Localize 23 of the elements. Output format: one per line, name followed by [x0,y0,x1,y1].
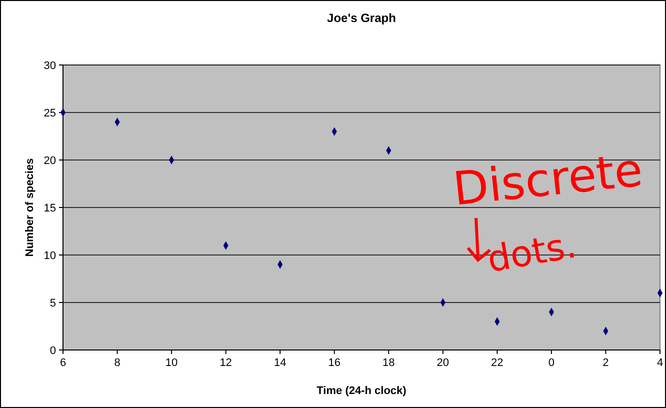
x-tick-label: 10 [165,357,178,369]
y-tick-label: 20 [44,154,56,167]
x-tick-label: 4 [656,357,664,369]
x-tick-label: 8 [114,357,120,369]
x-tick-label: 6 [60,357,66,369]
x-axis-title: Time (24-h clock) [316,385,407,397]
y-tick-label: 30 [44,60,56,72]
y-axis-title: Number of species [24,158,36,257]
y-tick-label: 0 [50,344,56,357]
x-tick-label: 20 [436,357,450,369]
y-tick-label: 15 [44,202,56,214]
y-tick-label: 5 [50,297,56,310]
x-tick-label: 0 [548,357,555,369]
annotation: Discrete dots. [450,142,646,281]
x-tick-label: 18 [382,357,395,369]
x-tick-label: 2 [602,357,609,369]
x-tick-label: 16 [328,357,340,369]
x-tick-label: 14 [274,357,286,369]
x-tick-label: 22 [491,357,504,369]
x-tick-label: 12 [220,357,232,369]
y-tick-label: 10 [44,250,56,262]
chart-title: Joe's Graph [327,11,396,25]
y-tick-label: 25 [44,107,56,120]
